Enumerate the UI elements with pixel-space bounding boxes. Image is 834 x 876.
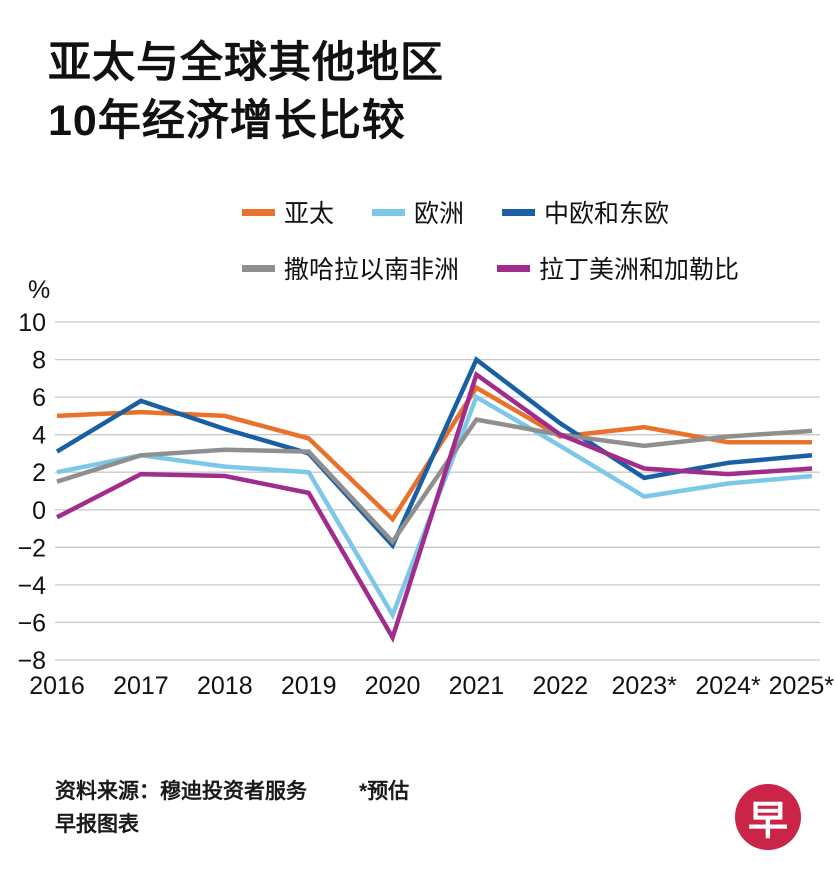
y-tick-label: 6	[32, 384, 46, 412]
legend: 亚太 欧洲 中欧和东欧 撒哈拉以南非洲 拉丁美洲和加勒比	[242, 194, 739, 286]
series-line-sub-saharan-africa	[56, 417, 813, 546]
legend-item-sub-saharan-africa: 撒哈拉以南非洲	[242, 250, 459, 286]
x-tick-label: 2017	[113, 672, 169, 700]
y-tick-label: −2	[17, 534, 46, 562]
chart-title-line2: 10年经济增长比较	[48, 97, 406, 146]
legend-swatch-latin-america-caribbean	[497, 264, 531, 272]
y-tick-label: 4	[32, 422, 46, 450]
x-tick-label: 2022	[532, 672, 588, 700]
footer: 资料来源：穆迪投资者服务 早报图表 *预估	[55, 776, 409, 841]
legend-label-latin-america-caribbean: 拉丁美洲和加勒比	[539, 256, 740, 284]
line-chart-svg: 10 8 6 4 2 0 −2 −4 −6 −8% 2016 2017 2018 2019 2020 2021…	[17, 276, 834, 700]
legend-swatch-central-eastern-europe	[502, 208, 536, 216]
line-chart: 10 8 6 4 2 0 −2 −4 −6 −8% 2016 2017 2018 2019 2020 2021…	[0, 276, 834, 710]
zaobao-logo: 早	[735, 784, 801, 850]
source-block: 资料来源：穆迪投资者服务 早报图表	[55, 776, 307, 841]
y-tick-label: 0	[32, 497, 46, 525]
credit-text: 早报图表	[55, 812, 139, 836]
legend-row-2: 撒哈拉以南非洲 拉丁美洲和加勒比	[242, 250, 739, 286]
x-tick-label: 2024*	[695, 672, 761, 700]
y-tick-label: −6	[17, 609, 46, 637]
chart-title-line1: 亚太与全球其他地区	[48, 39, 444, 87]
y-tick-label: 8	[32, 347, 46, 375]
source-text: 资料来源：穆迪投资者服务	[55, 780, 307, 803]
x-tick-label: 2019	[281, 672, 337, 700]
x-tick-label: 2025*	[769, 672, 834, 700]
legend-swatch-sub-saharan-africa	[242, 264, 275, 272]
legend-label-sub-saharan-africa: 撒哈拉以南非洲	[284, 256, 460, 284]
x-tick-label: 2021	[449, 672, 505, 700]
y-tick-label: 2	[32, 459, 46, 487]
x-tick-label: 2018	[197, 672, 253, 700]
zaobao-logo-glyph: 早	[748, 799, 788, 843]
legend-item-central-eastern-europe: 中欧和东欧	[502, 194, 669, 230]
legend-label-europe: 欧洲	[414, 200, 465, 228]
y-axis-unit: %	[28, 276, 50, 304]
legend-item-europe: 欧洲	[372, 194, 464, 230]
legend-label-asia-pacific: 亚太	[284, 200, 335, 228]
y-tick-label: −4	[17, 572, 46, 600]
legend-row-1: 亚太 欧洲 中欧和东欧	[242, 194, 739, 230]
legend-label-central-eastern-europe: 中欧和东欧	[544, 200, 670, 228]
x-tick-label: 2020	[365, 672, 421, 700]
y-tick-label: 10	[18, 309, 46, 337]
legend-swatch-europe	[372, 208, 406, 216]
legend-item-latin-america-caribbean: 拉丁美洲和加勒比	[497, 250, 739, 286]
legend-item-asia-pacific: 亚太	[242, 194, 334, 230]
series-line-latin-america-caribbean	[55, 370, 813, 644]
x-tick-label: 2023*	[612, 672, 678, 700]
legend-swatch-asia-pacific	[242, 208, 275, 216]
estimate-note: *预估	[359, 780, 410, 803]
x-tick-label: 2016	[29, 672, 85, 700]
chart-title: 亚太与全球其他地区 10年经济增长比较	[48, 34, 444, 150]
y-tick-label: −8	[17, 647, 46, 675]
